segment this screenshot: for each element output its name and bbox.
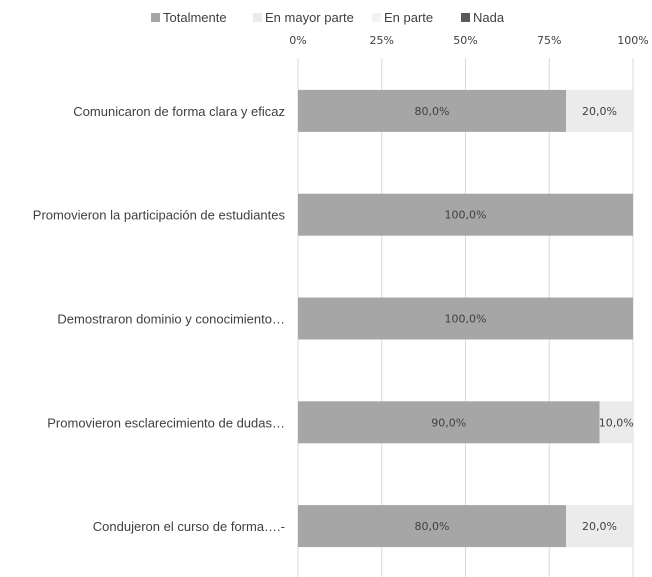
- bar-segment: [298, 401, 600, 444]
- category-label: Comunicaron de forma clara y eficaz: [73, 104, 285, 119]
- data-label: 90,0%: [431, 416, 466, 429]
- bars: 80,0% 20,0% 100,0% 100,0% 90,0% 10,0% 80,0% 20,…: [298, 89, 634, 548]
- bar-segment: [298, 297, 633, 340]
- x-axis-ticks: 0% 25% 50% 75% 100%: [289, 34, 648, 47]
- legend-label: En parte: [384, 10, 433, 25]
- legend: Totalmente En mayor parte En parte Nada: [151, 10, 505, 25]
- legend-label: Totalmente: [163, 10, 227, 25]
- category-labels: Comunicaron de forma clara y eficaz Promo…: [33, 104, 286, 534]
- data-label: 20,0%: [582, 105, 617, 118]
- legend-swatch: [372, 13, 381, 22]
- data-label: 20,0%: [582, 520, 617, 533]
- legend-label: Nada: [473, 10, 505, 25]
- bar-segment: [298, 89, 566, 132]
- category-label: Condujeron el curso de forma….-: [93, 519, 285, 534]
- category-label: Demostraron dominio y conocimiento…: [57, 312, 285, 327]
- x-tick-label: 100%: [617, 34, 648, 47]
- bar-segment: [298, 193, 633, 236]
- category-label: Promovieron la participación de estudian…: [33, 208, 286, 223]
- data-label: 80,0%: [415, 520, 450, 533]
- legend-swatch: [151, 13, 160, 22]
- x-tick-label: 25%: [370, 34, 394, 47]
- bar-segment: [298, 505, 566, 548]
- data-label: 100,0%: [445, 313, 487, 326]
- data-label: 80,0%: [415, 105, 450, 118]
- x-tick-label: 0%: [289, 34, 306, 47]
- bar-segment: [566, 89, 633, 132]
- data-label: 10,0%: [599, 416, 634, 429]
- legend-swatch: [253, 13, 262, 22]
- x-tick-label: 50%: [453, 34, 477, 47]
- legend-label: En mayor parte: [265, 10, 354, 25]
- category-label: Promovieron esclarecimiento de dudas…: [47, 415, 285, 430]
- data-label: 100,0%: [445, 209, 487, 222]
- bar-segment: [599, 401, 633, 444]
- legend-swatch: [461, 13, 470, 22]
- x-tick-label: 75%: [537, 34, 561, 47]
- bar-segment: [566, 505, 633, 548]
